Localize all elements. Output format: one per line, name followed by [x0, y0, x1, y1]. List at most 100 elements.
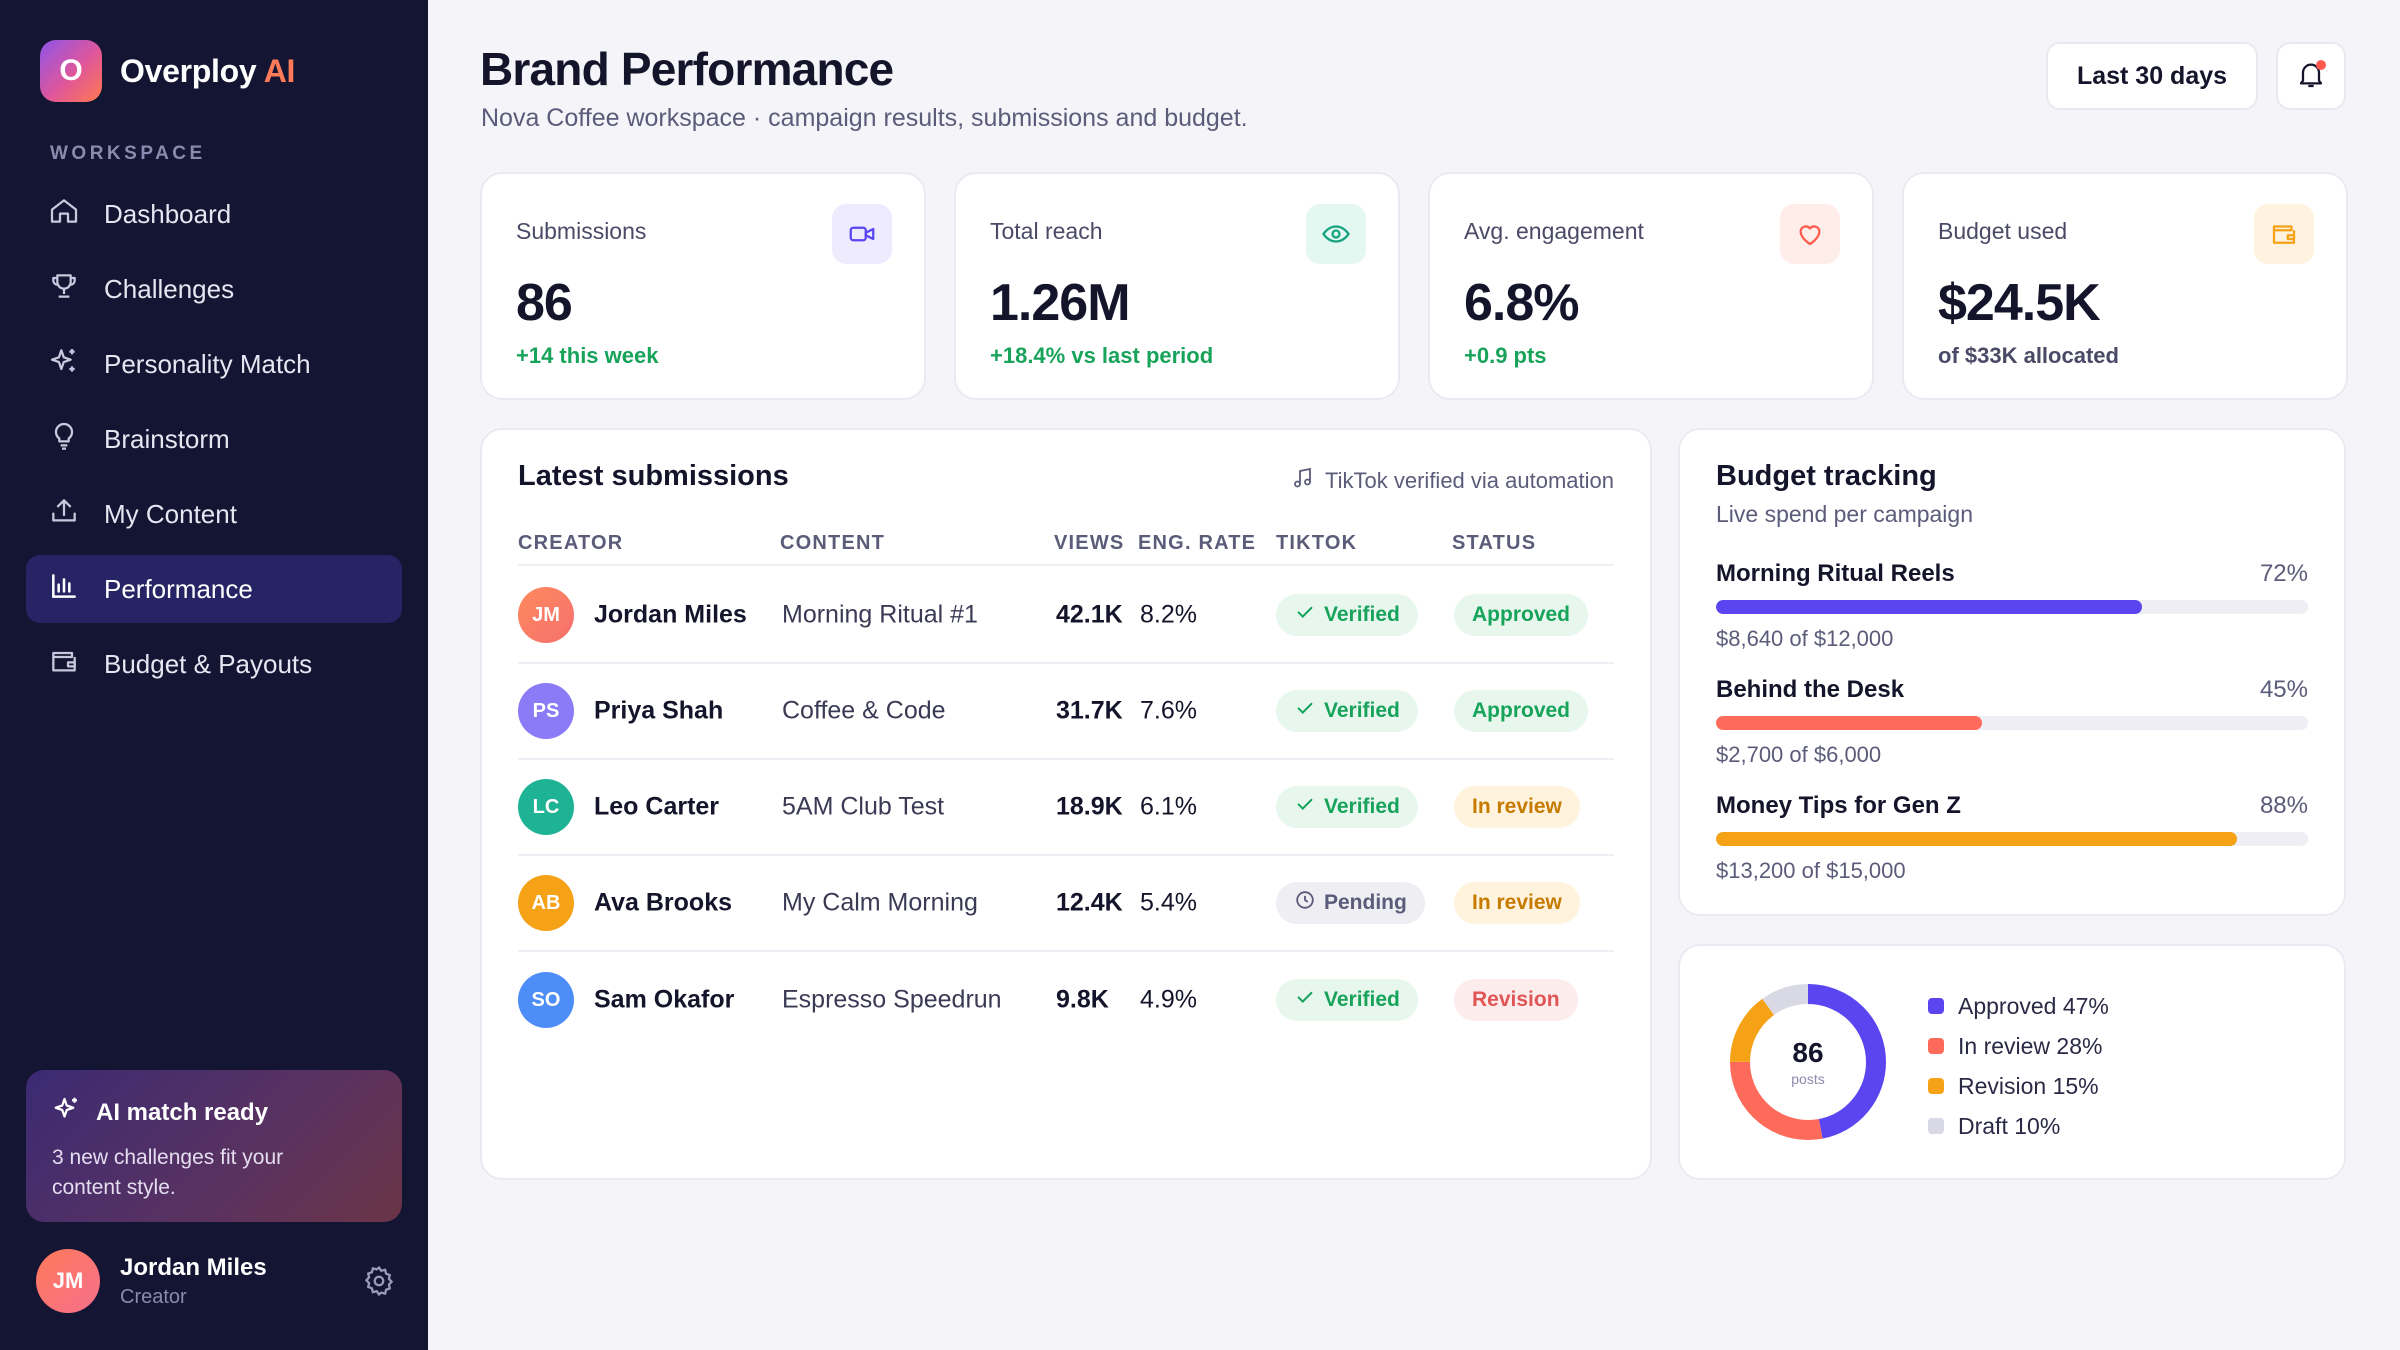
sidebar-item-personality-match[interactable]: Personality Match	[26, 330, 402, 398]
brand[interactable]: O Overploy AI	[40, 40, 295, 102]
legend-swatch	[1928, 1118, 1944, 1134]
table-row[interactable]: LC Leo Carter 5AM Club Test 18.9K 6.1% V…	[518, 760, 1614, 856]
tiktok-status-text: Verified	[1324, 988, 1400, 1011]
sidebar-nav: Dashboard Challenges Personality Match B…	[26, 180, 402, 705]
sidebar-item-label: Personality Match	[104, 348, 311, 379]
status-badge: Approved	[1454, 594, 1589, 636]
user-profile[interactable]: JM Jordan Miles Creator	[36, 1248, 396, 1314]
creator-name: Sam Okafor	[594, 985, 735, 1014]
sidebar-item-label: Brainstorm	[104, 423, 230, 454]
legend-swatch	[1928, 1038, 1944, 1054]
column-header-views[interactable]: VIEWS	[1054, 532, 1125, 554]
creator-name: Ava Brooks	[594, 888, 733, 917]
gear-icon[interactable]	[362, 1264, 396, 1298]
creator-name: Jordan Miles	[594, 600, 747, 629]
sidebar-item-brainstorm[interactable]: Brainstorm	[26, 405, 402, 473]
content-title: Morning Ritual #1	[782, 600, 978, 629]
heart-icon	[1780, 204, 1840, 264]
status-badge: In review	[1454, 786, 1580, 828]
sparkles-icon	[48, 345, 80, 384]
tiktok-status-text: Verified	[1324, 603, 1400, 626]
column-header-eng-rate[interactable]: ENG. RATE	[1138, 532, 1257, 554]
table-header: CREATOR CONTENT VIEWS ENG. RATE TIKTOK S…	[518, 526, 1614, 566]
user-role: Creator	[120, 1285, 187, 1308]
column-header-content[interactable]: CONTENT	[780, 532, 886, 554]
column-header-status[interactable]: STATUS	[1452, 532, 1537, 554]
legend-label: Approved 47%	[1958, 992, 2109, 1019]
column-header-creator[interactable]: CREATOR	[518, 532, 624, 554]
ai-match-promo[interactable]: AI match ready 3 new challenges fit your…	[26, 1070, 402, 1222]
stat-value: 6.8%	[1464, 274, 1580, 332]
sidebar-item-label: Dashboard	[104, 198, 232, 229]
page-title: Brand Performance	[480, 43, 894, 95]
stat-label: Avg. engagement	[1464, 218, 1644, 244]
sidebar-item-label: My Content	[104, 498, 237, 529]
lightbulb-icon	[48, 420, 80, 459]
stat-card-submissions: Submissions 86 +14 this week	[480, 172, 926, 400]
clock-icon	[1294, 889, 1316, 917]
creator-name: Priya Shah	[594, 696, 724, 725]
budget-title: Budget tracking	[1716, 460, 1937, 492]
stat-delta: +14 this week	[516, 343, 659, 368]
stat-value: $24.5K	[1938, 274, 2101, 332]
stat-delta: of $33K allocated	[1938, 343, 2119, 368]
tiktok-status-text: Verified	[1324, 699, 1400, 722]
budget-item-morning-ritual-reels[interactable]: Morning Ritual Reels 72% $8,640 of $12,0…	[1716, 560, 2308, 652]
sidebar-item-challenges[interactable]: Challenges	[26, 255, 402, 323]
stat-value: 86	[516, 274, 573, 332]
status-breakdown-card: 86 posts Approved 47% In review 28% Revi…	[1678, 944, 2346, 1180]
stat-label: Total reach	[990, 218, 1103, 244]
sidebar-item-performance[interactable]: Performance	[26, 555, 402, 623]
budget-item-money-tips-gen-z[interactable]: Money Tips for Gen Z 88% $13,200 of $15,…	[1716, 792, 2308, 884]
views-value: 9.8K	[1056, 985, 1109, 1014]
legend-item-approved: Approved 47%	[1928, 986, 2109, 1026]
brand-name-accent: AI	[263, 52, 296, 89]
tiktok-status-badge: Pending	[1276, 882, 1425, 924]
budget-item-behind-the-desk[interactable]: Behind the Desk 45% $2,700 of $6,000	[1716, 676, 2308, 768]
legend-item-revision: Revision 15%	[1928, 1066, 2109, 1106]
progress-fill	[1716, 716, 1983, 730]
table-row[interactable]: PS Priya Shah Coffee & Code 31.7K 7.6% V…	[518, 664, 1614, 760]
legend-label: In review 28%	[1958, 1032, 2103, 1059]
submissions-title: Latest submissions	[518, 460, 789, 492]
table-row[interactable]: SO Sam Okafor Espresso Speedrun 9.8K 4.9…	[518, 952, 1614, 1048]
sidebar-item-my-content[interactable]: My Content	[26, 480, 402, 548]
status-badge: Approved	[1454, 690, 1589, 732]
submissions-note-text: TikTok verified via automation	[1325, 468, 1614, 493]
views-value: 42.1K	[1056, 600, 1123, 629]
campaign-amount: $2,700 of $6,000	[1716, 742, 1882, 767]
sidebar-item-dashboard[interactable]: Dashboard	[26, 180, 402, 248]
budget-tracking-card: Budget tracking Live spend per campaign …	[1678, 428, 2346, 916]
check-icon	[1294, 986, 1316, 1014]
legend-swatch	[1928, 998, 1944, 1014]
progress-track	[1716, 716, 2308, 730]
submissions-note: TikTok verified via automation	[1291, 466, 1614, 496]
campaign-percent: 88%	[2259, 792, 2308, 819]
stat-label: Budget used	[1938, 218, 2068, 244]
legend-label: Revision 15%	[1958, 1072, 2099, 1099]
avatar: AB	[518, 875, 574, 931]
tiktok-status-badge: Verified	[1276, 786, 1418, 828]
home-icon	[48, 195, 80, 234]
content-title: Espresso Speedrun	[782, 985, 1002, 1014]
brand-name-main: Overploy	[120, 52, 257, 89]
sidebar-item-label: Performance	[104, 573, 253, 604]
sidebar-item-budget-payouts[interactable]: Budget & Payouts	[26, 630, 402, 698]
campaign-percent: 72%	[2259, 560, 2308, 587]
table-row[interactable]: JM Jordan Miles Morning Ritual #1 42.1K …	[518, 568, 1614, 664]
status-badge: Revision	[1454, 979, 1578, 1021]
brand-logo: O	[40, 40, 102, 102]
avatar: JM	[518, 587, 574, 643]
notifications-button[interactable]	[2276, 42, 2346, 110]
column-header-tiktok[interactable]: TIKTOK	[1276, 532, 1358, 554]
date-range-button[interactable]: Last 30 days	[2046, 42, 2258, 110]
table-row[interactable]: AB Ava Brooks My Calm Morning 12.4K 5.4%…	[518, 856, 1614, 952]
content-title: My Calm Morning	[782, 888, 978, 917]
progress-fill	[1716, 600, 2143, 614]
views-value: 12.4K	[1056, 888, 1123, 917]
tiktok-status-badge: Verified	[1276, 979, 1418, 1021]
status-donut: 86 posts	[1728, 982, 1888, 1142]
tiktok-status-text: Pending	[1324, 891, 1407, 914]
check-icon	[1294, 601, 1316, 629]
campaign-percent: 45%	[2259, 676, 2308, 703]
